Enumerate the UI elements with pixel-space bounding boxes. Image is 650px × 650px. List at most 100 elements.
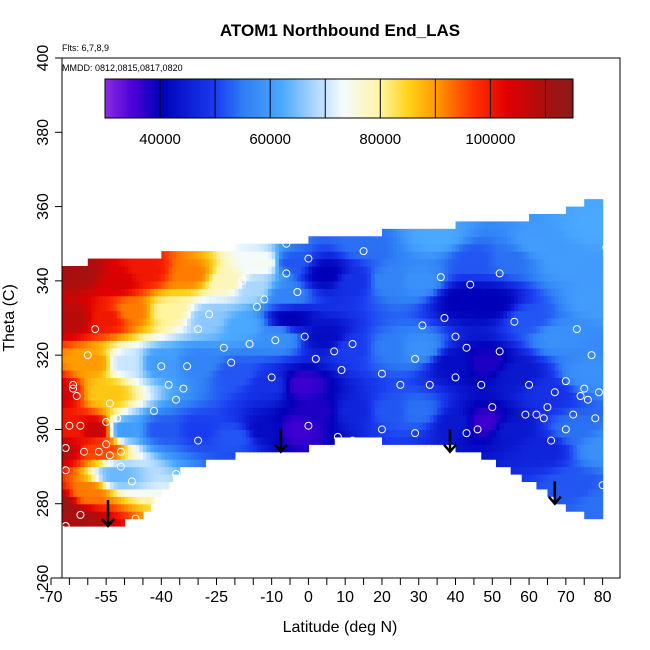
heatmap-cell [198,347,203,356]
heatmap-cell [510,266,515,275]
heatmap-cell [562,340,567,349]
heatmap-cell [400,407,405,416]
heatmap-cell [301,377,306,386]
heatmap-cell [363,295,368,304]
heatmap-cell [495,340,501,349]
heatmap-cell [466,266,471,275]
heatmap-cell [584,243,589,252]
heatmap-cell [462,377,468,386]
heatmap-cell [242,362,247,371]
heatmap-cell [514,347,519,356]
heatmap-cell [234,355,240,364]
heatmap-cell [433,228,438,237]
heatmap-cell [381,228,387,237]
heatmap-cell [124,266,129,275]
heatmap-cell [525,295,530,304]
heatmap-cell [584,236,589,245]
heatmap-cell [540,295,545,304]
sample-point [411,354,420,363]
heatmap-cell [271,288,276,297]
colorbar-segment [239,79,241,118]
heatmap-cell [525,422,530,431]
heatmap-cell [65,310,70,319]
heatmap-cell [543,392,549,401]
heatmap-cell [521,318,526,327]
heatmap-cell [576,258,582,267]
heatmap-cell [308,422,313,431]
heatmap-cell [503,384,508,393]
heatmap-cell [587,340,593,349]
heatmap-cell [98,392,104,401]
heatmap-cell [573,429,578,438]
colorbar-segment [309,79,311,118]
heatmap-cell [157,347,162,356]
heatmap-cell [312,273,317,282]
heatmap-cell [359,251,365,260]
heatmap-cell [363,266,368,275]
heatmap-cell [540,303,545,312]
heatmap-cell [400,422,405,431]
heatmap-cell [345,288,350,297]
heatmap-cell [109,459,115,468]
heatmap-cell [407,228,412,237]
colorbar-segment [150,79,152,118]
heatmap-cell [220,414,225,423]
heatmap-cell [98,436,104,445]
heatmap-cell [407,407,412,416]
heatmap-cell [106,488,111,497]
heatmap-cell [466,273,471,282]
colorbar-segment [197,79,199,118]
heatmap-cell [113,295,118,304]
heatmap-cell [551,399,556,408]
heatmap-cell [426,392,431,401]
heatmap-cell [260,332,265,341]
heatmap-cell [374,362,379,371]
heatmap-cell [595,422,600,431]
heatmap-cell [488,236,493,245]
heatmap-cell [587,488,593,497]
heatmap-cell [69,459,74,468]
heatmap-cell [591,199,596,208]
heatmap-cell [168,459,173,468]
heatmap-cell [462,258,468,267]
heatmap-cell [87,332,93,341]
heatmap-cell [65,280,70,289]
heatmap-cell [598,503,604,512]
sample-point [605,276,614,285]
heatmap-cell [227,310,232,319]
heatmap-cell [558,340,563,349]
heatmap-cell [437,295,442,304]
heatmap-cell [223,280,229,289]
heatmap-cell [73,303,78,312]
heatmap-cell [488,325,493,334]
heatmap-cell [153,399,159,408]
heatmap-cell [65,325,70,334]
heatmap-cell [587,325,593,334]
heatmap-cell [359,370,365,379]
heatmap-cell [348,258,354,267]
heatmap-cell [220,288,225,297]
heatmap-cell [573,206,578,215]
heatmap-cell [554,436,560,445]
heatmap-cell [363,384,368,393]
heatmap-cell [264,444,269,453]
heatmap-cell [554,303,560,312]
heatmap-cell [146,332,151,341]
heatmap-cell [87,273,93,282]
heatmap-cell [62,340,67,349]
heatmap-cell [558,422,563,431]
heatmap-cell [326,310,332,319]
heatmap-cell [426,251,431,260]
sample-point [293,288,302,296]
heatmap-cell [109,310,115,319]
heatmap-cell [573,228,578,237]
heatmap-cell [415,303,420,312]
heatmap-cell [529,221,534,230]
heatmap-cell [139,474,144,483]
heatmap-cell [139,332,144,341]
colorbar-segment [326,79,328,118]
heatmap-cell [209,429,214,438]
heatmap-cell [411,310,416,319]
heatmap-cell [407,236,412,245]
heatmap-cell [264,384,269,393]
